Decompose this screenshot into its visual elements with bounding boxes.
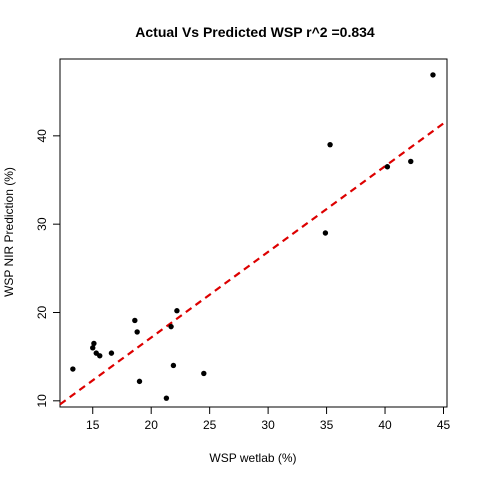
data-point (408, 158, 414, 165)
data-point (168, 323, 174, 330)
regression-line-layer (59, 119, 448, 406)
data-point (170, 362, 177, 369)
data-point (163, 395, 170, 401)
x-tick-label: 20 (145, 418, 159, 432)
data-point (90, 345, 96, 351)
regression-line (59, 119, 448, 406)
x-tick-label: 30 (261, 418, 275, 432)
data-point (134, 329, 140, 335)
x-tick-label: 35 (320, 418, 334, 432)
data-point (108, 350, 115, 356)
x-axis-label: WSP wetlab (%) (209, 451, 296, 465)
data-point (430, 72, 436, 78)
x-tick-label: 40 (378, 418, 392, 432)
data-point (384, 164, 391, 170)
data-point (91, 340, 97, 347)
y-axis: 10 20 30 40 (35, 129, 61, 408)
x-tick-label: 25 (203, 418, 217, 432)
x-tick-label: 45 (437, 418, 451, 432)
y-tick-label: 20 (35, 305, 49, 319)
x-axis: 15 20 25 30 35 40 45 (86, 406, 451, 432)
y-axis-label: WSP NIR Prediction (%) (2, 167, 16, 297)
data-point (327, 141, 333, 148)
y-tick-label: 40 (35, 129, 49, 143)
plot-area-frame (59, 58, 448, 408)
data-point (201, 370, 207, 377)
chart-title: Actual Vs Predicted WSP r^2 =0.834 (135, 24, 375, 40)
data-point (322, 230, 329, 236)
data-point (136, 378, 143, 385)
x-tick-label: 15 (86, 418, 100, 432)
y-tick-label: 30 (35, 217, 49, 231)
data-points-layer (70, 72, 436, 401)
y-tick-label: 10 (35, 394, 49, 408)
data-point (132, 317, 138, 324)
data-point (97, 353, 103, 359)
data-point (70, 366, 76, 372)
data-point (174, 308, 180, 314)
